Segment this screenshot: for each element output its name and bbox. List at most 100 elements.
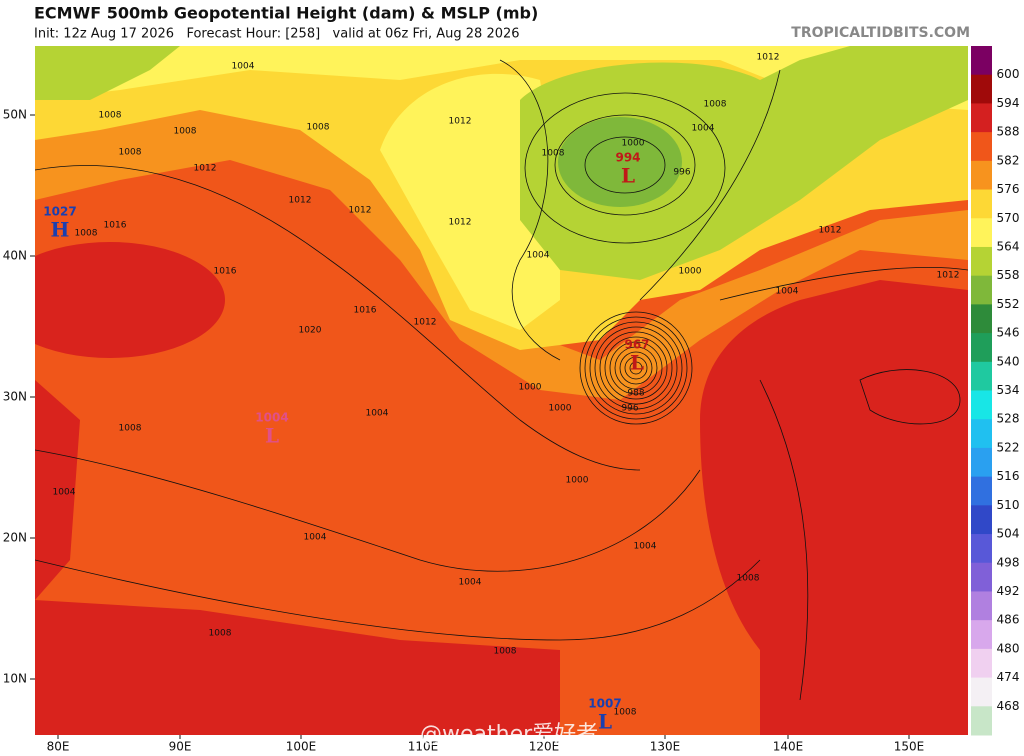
pressure-center: L: [598, 710, 612, 734]
contour-label: 1008: [75, 229, 98, 239]
lon-label: 150E: [894, 740, 925, 754]
colorbar-segment: [971, 103, 992, 133]
contour-label: 1008: [119, 424, 142, 434]
contour-label: 1004: [366, 409, 389, 419]
contour-label: 1004: [304, 533, 327, 543]
contour-label: 1008: [494, 647, 517, 657]
colorbar-label: 570: [997, 211, 1020, 225]
subtitle: Init: 12z Aug 17 2026 Forecast Hour: [25…: [34, 27, 520, 42]
lat-label: 10N: [3, 672, 27, 686]
lon-label: 130E: [650, 740, 681, 754]
contour-label: 1008: [119, 148, 142, 158]
isobar: [594, 326, 678, 410]
colorbar-segment: [971, 74, 992, 104]
map: [35, 46, 968, 735]
pressure-center: H: [51, 218, 70, 242]
contour-label: 1016: [214, 267, 237, 277]
contour-label: 1016: [104, 221, 127, 231]
contour-label: 1008: [174, 127, 197, 137]
contour-label: 1000: [519, 383, 542, 393]
colorbar-label: 540: [997, 354, 1020, 368]
colorbar-label: 528: [997, 412, 1020, 426]
lat-label: 30N: [3, 390, 27, 404]
lon-label: 100E: [286, 740, 317, 754]
isobar: [589, 321, 683, 415]
colorbar-segment: [971, 275, 992, 305]
colorbar-segment: [971, 620, 992, 650]
pressure-value: 967: [624, 338, 649, 352]
colorbar-label: 522: [997, 440, 1020, 454]
colorbar-label: 576: [997, 182, 1020, 196]
lon-label: 90E: [169, 740, 192, 754]
colorbar-segment: [971, 218, 992, 248]
colorbar-label: 516: [997, 469, 1020, 483]
isobar: [619, 351, 653, 385]
colorbar-segment: [971, 562, 992, 592]
colorbar-label: 546: [997, 326, 1020, 340]
pressure-value: 1004: [255, 411, 288, 425]
contour-label: 1004: [232, 62, 255, 72]
colorbar-segment: [971, 390, 992, 420]
contour-label: 1012: [937, 271, 960, 281]
colorbar-label: 582: [997, 153, 1020, 167]
colorbar-label: 480: [997, 641, 1020, 655]
lon-label: 110E: [408, 740, 439, 754]
colorbar-label: 600: [997, 67, 1020, 81]
colorbar-segment: [971, 505, 992, 535]
colorbar-label: 510: [997, 498, 1020, 512]
contour-label: 996: [621, 404, 638, 414]
contour-label: 988: [627, 389, 644, 399]
colorbar-segment: [971, 706, 992, 736]
contour-label: 1000: [566, 476, 589, 486]
contour-label: 1008: [542, 149, 565, 159]
colorbar-segment: [971, 648, 992, 679]
isobar: [609, 341, 663, 395]
colorbar-label: 588: [997, 125, 1020, 139]
pressure-value: 1007: [588, 697, 621, 711]
isobar: [599, 331, 673, 405]
pressure-center: L: [265, 424, 279, 448]
isobar: [629, 361, 643, 375]
colorbar-label: 564: [997, 239, 1020, 253]
contour-label: 1004: [776, 287, 799, 297]
contour-label: 1008: [209, 629, 232, 639]
colorbar-segment: [971, 246, 992, 277]
colorbar-segment: [971, 591, 992, 621]
colorbar-segment: [971, 534, 992, 564]
colorbar-label: 552: [997, 297, 1020, 311]
contour-label: 1008: [704, 100, 727, 110]
lat-label: 50N: [3, 108, 27, 122]
contour-label: 1008: [737, 574, 760, 584]
isobar: [614, 346, 658, 390]
contour-label: 1012: [414, 318, 437, 328]
contour-label: 1004: [459, 578, 482, 588]
colorbar-segment: [971, 132, 992, 162]
contour-label: 1012: [819, 226, 842, 236]
contour-label: 1012: [349, 206, 372, 216]
contour-label: 1008: [99, 111, 122, 121]
colorbar-label: 558: [997, 268, 1020, 282]
lon-label: 80E: [47, 740, 70, 754]
colorbar-segment: [971, 677, 992, 707]
colorbar-label: 492: [997, 584, 1020, 598]
colorbar-segment: [971, 333, 992, 363]
pressure-center: L: [621, 164, 635, 188]
isobar: [584, 316, 688, 420]
pressure-value: 1027: [43, 205, 76, 219]
isobar: [604, 336, 668, 400]
contour-label: 1004: [527, 251, 550, 261]
contour-label: 1012: [449, 117, 472, 127]
contour-label: 1016: [354, 306, 377, 316]
colorbar-segment: [971, 304, 992, 334]
lon-label: 120E: [529, 740, 560, 754]
credit: TROPICALTIDBITS.COM: [791, 25, 970, 41]
colorbar-label: 504: [997, 527, 1020, 541]
isobar: [624, 356, 648, 380]
lat-label: 20N: [3, 531, 27, 545]
contour-label: 1008: [307, 123, 330, 133]
contour-label: 1012: [449, 218, 472, 228]
contour-label: 996: [673, 168, 690, 178]
colorbar-segment: [971, 476, 992, 506]
colorbar-label: 594: [997, 96, 1020, 110]
